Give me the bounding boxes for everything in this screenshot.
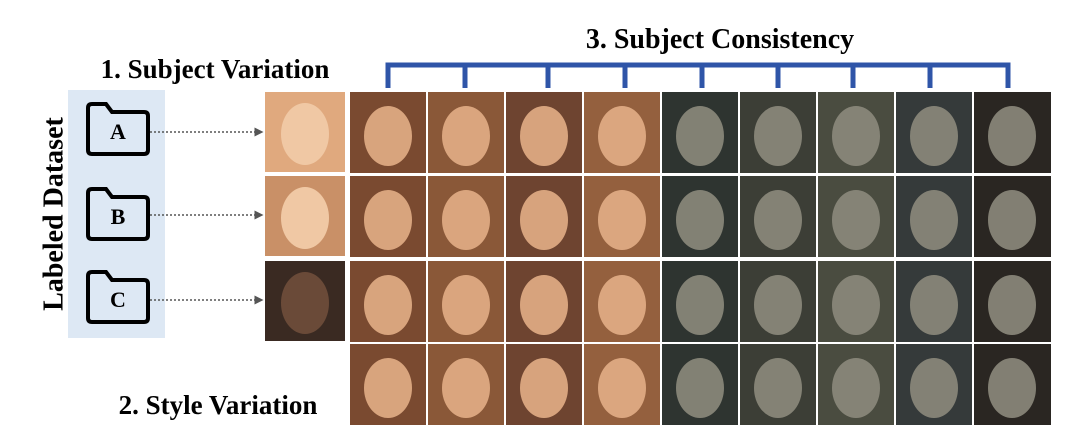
face (676, 106, 724, 166)
face (442, 106, 490, 166)
face (598, 275, 646, 335)
folder-icon (86, 270, 150, 324)
face (364, 358, 412, 418)
face (364, 190, 412, 250)
face (598, 190, 646, 250)
face (598, 106, 646, 166)
face (676, 190, 724, 250)
face (520, 358, 568, 418)
folder-icon (86, 187, 150, 241)
face (281, 103, 329, 165)
face (832, 106, 880, 166)
face (364, 275, 412, 335)
face (832, 358, 880, 418)
folder-label: A (110, 119, 126, 144)
face (598, 358, 646, 418)
folder-label: C (110, 287, 126, 312)
face (676, 358, 724, 418)
face (281, 187, 329, 249)
face (442, 358, 490, 418)
face (910, 358, 958, 418)
face (754, 275, 802, 335)
face (442, 190, 490, 250)
dataset-label: Labeled Dataset (38, 117, 69, 311)
consistency-title: 3. Subject Consistency (586, 24, 854, 55)
face (832, 190, 880, 250)
face (281, 272, 329, 334)
face (988, 358, 1036, 418)
face (520, 106, 568, 166)
face (676, 275, 724, 335)
face (754, 358, 802, 418)
face (754, 190, 802, 250)
face (754, 106, 802, 166)
folder-icon (86, 102, 150, 156)
face (910, 106, 958, 166)
face (442, 275, 490, 335)
face (988, 190, 1036, 250)
style-title: 2. Style Variation (119, 390, 318, 420)
face (910, 275, 958, 335)
face (910, 190, 958, 250)
face (520, 275, 568, 335)
folder-label: B (111, 204, 126, 229)
face (832, 275, 880, 335)
variation-title: 1. Subject Variation (101, 54, 330, 84)
face (988, 275, 1036, 335)
face (988, 106, 1036, 166)
bracket (385, 62, 1011, 88)
face (364, 106, 412, 166)
face (520, 190, 568, 250)
